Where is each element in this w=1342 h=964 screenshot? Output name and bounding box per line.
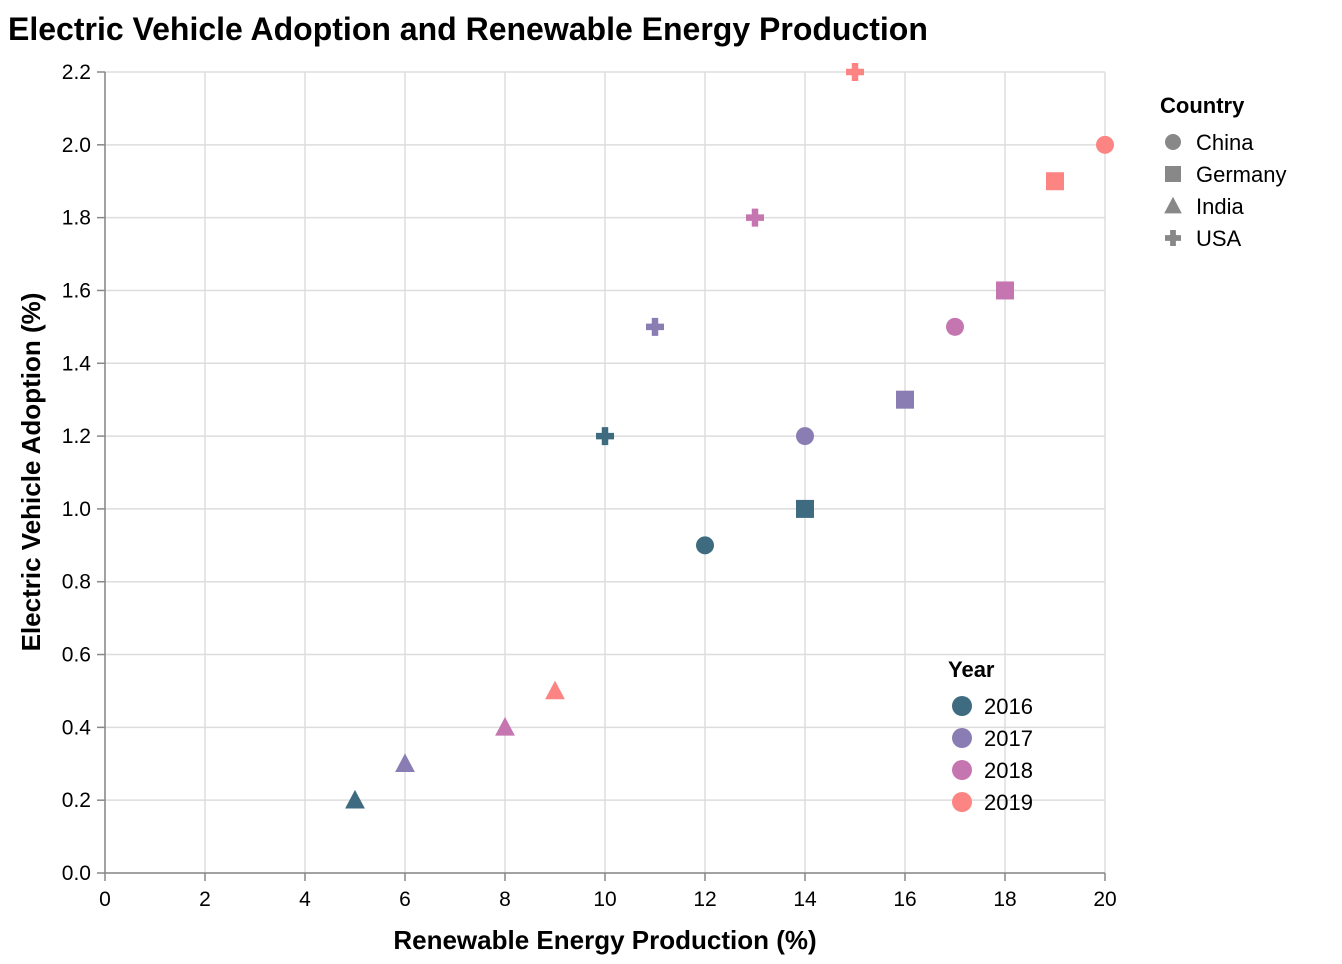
legend-label-usa: USA xyxy=(1196,226,1242,251)
legend-color-2016 xyxy=(952,696,972,716)
legend-label-2019: 2019 xyxy=(984,790,1033,815)
y-tick-label: 1.2 xyxy=(62,425,91,448)
y-tick-label: 1.6 xyxy=(62,279,91,302)
y-tick-label: 0.8 xyxy=(62,571,91,594)
data-point-usa-2016 xyxy=(596,427,614,446)
x-tick-label: 20 xyxy=(1093,888,1116,911)
y-tick-label: 0.4 xyxy=(62,716,92,739)
legend-shape-china xyxy=(1165,134,1181,150)
legend-label-india: India xyxy=(1196,194,1244,219)
x-tick-label: 2 xyxy=(199,888,211,911)
year-legend-title: Year xyxy=(948,657,995,682)
x-axis-ticks: 0 2 4 6 8 10 12 14 16 18 20 xyxy=(99,873,1117,911)
data-point-usa-2017 xyxy=(646,317,664,336)
x-tick-label: 16 xyxy=(893,888,916,911)
y-axis-title: Electric Vehicle Adoption (%) xyxy=(16,293,46,652)
legend-label-2018: 2018 xyxy=(984,758,1033,783)
legend-color-2019 xyxy=(952,792,972,812)
x-gridlines xyxy=(104,72,1106,873)
x-tick-label: 6 xyxy=(399,888,411,911)
y-tick-label: 2.0 xyxy=(62,134,91,157)
y-tick-label: 0.2 xyxy=(62,789,91,812)
x-tick-label: 14 xyxy=(793,888,817,911)
x-tick-label: 8 xyxy=(499,888,511,911)
data-point-india-2016 xyxy=(345,789,365,809)
data-points xyxy=(345,63,1114,809)
x-axis-title: Renewable Energy Production (%) xyxy=(393,925,816,955)
data-point-china-2016 xyxy=(696,536,714,555)
legend-color-2018 xyxy=(952,760,972,780)
legend-label-2017: 2017 xyxy=(984,726,1033,751)
y-tick-label: 1.8 xyxy=(62,207,91,230)
chart-title: Electric Vehicle Adoption and Renewable … xyxy=(8,11,928,47)
legend-label-germany: Germany xyxy=(1196,162,1286,187)
year-legend: Year 2016 2017 2018 2019 xyxy=(948,657,1033,815)
data-point-china-2018 xyxy=(946,317,964,336)
country-legend-title: Country xyxy=(1160,93,1245,118)
legend-shape-germany xyxy=(1165,166,1181,182)
y-tick-label: 2.2 xyxy=(62,61,91,84)
y-tick-label: 1.4 xyxy=(62,352,92,375)
data-point-germany-2016 xyxy=(796,499,814,518)
data-point-usa-2019 xyxy=(846,63,864,81)
y-tick-label: 0.6 xyxy=(62,644,91,667)
data-point-germany-2017 xyxy=(896,390,914,409)
legend-color-2017 xyxy=(952,728,972,748)
y-axis-ticks: 0.0 0.2 0.4 0.6 0.8 1.0 1.2 1.4 1.6 1.8 2.0 2.2 xyxy=(62,61,105,885)
x-tick-label: 4 xyxy=(299,888,311,911)
legend-shape-usa xyxy=(1165,230,1181,246)
data-point-usa-2018 xyxy=(746,208,764,227)
data-point-india-2018 xyxy=(495,717,515,736)
legend-shape-india xyxy=(1164,196,1182,214)
legend-label-2016: 2016 xyxy=(984,694,1033,719)
data-point-china-2019 xyxy=(1096,135,1114,154)
y-tick-label: 0.0 xyxy=(62,862,91,885)
country-legend: Country China Germany India USA xyxy=(1160,93,1286,251)
y-tick-label: 1.0 xyxy=(62,498,91,521)
data-point-germany-2019 xyxy=(1046,172,1064,191)
data-point-india-2017 xyxy=(395,753,415,773)
x-tick-label: 18 xyxy=(993,888,1016,911)
data-point-china-2017 xyxy=(796,427,814,446)
data-point-india-2019 xyxy=(545,680,565,700)
data-point-germany-2018 xyxy=(996,281,1014,300)
legend-label-china: China xyxy=(1196,130,1254,155)
x-tick-label: 0 xyxy=(99,888,111,911)
x-tick-label: 10 xyxy=(593,888,616,911)
x-tick-label: 12 xyxy=(693,888,716,911)
